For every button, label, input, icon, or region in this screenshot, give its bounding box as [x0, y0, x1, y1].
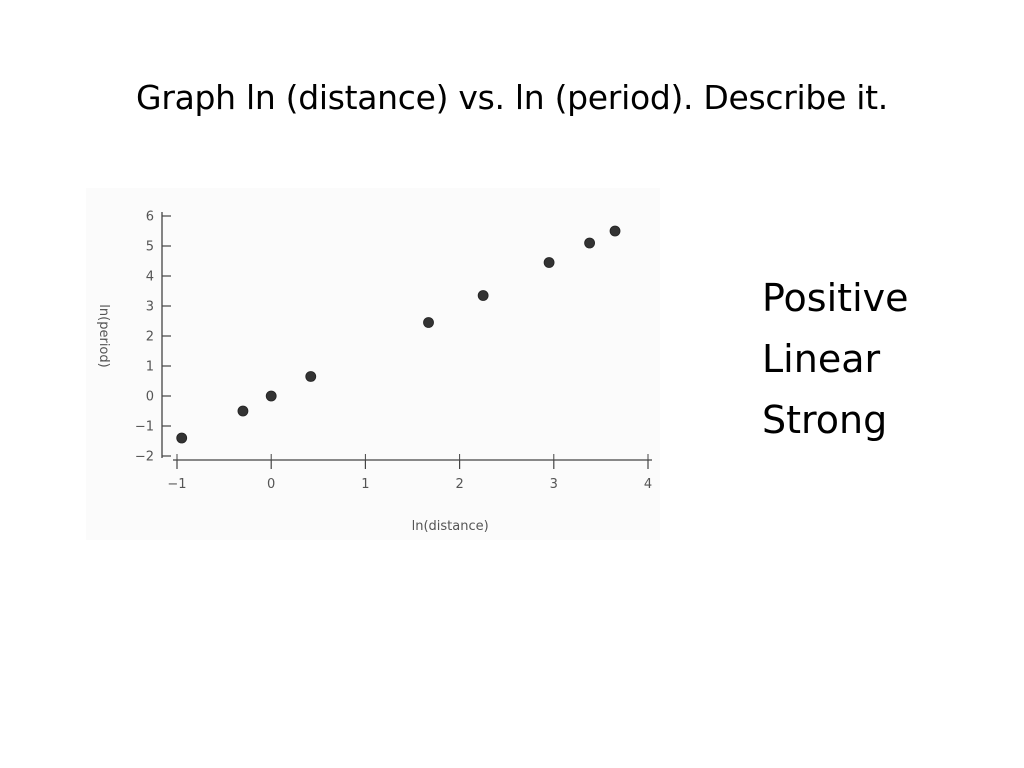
description-linear: Linear: [762, 337, 881, 381]
data-point-0-8: [609, 225, 621, 237]
scatter-chart: −2 −1 0 1 2 3 4 5 6 −1 0 1 2 3 4 ln(distance) ln(period): [86, 188, 660, 540]
x-tick-label-2: 1: [361, 477, 369, 492]
x-tick-label-4: 3: [550, 477, 558, 492]
data-point-0-7: [584, 237, 595, 249]
x-axis-title: ln(distance): [412, 519, 489, 534]
description-list: Positive Linear Strong: [762, 268, 1002, 451]
description-strong: Strong: [762, 398, 888, 442]
x-tick-label-0: −1: [167, 477, 186, 492]
data-point-0-0: [176, 432, 188, 444]
data-point-0-2: [265, 390, 277, 402]
data-point-0-6: [543, 257, 555, 268]
y-tick-label-6: 4: [146, 270, 154, 285]
y-tick-label-0: −2: [135, 450, 154, 465]
y-axis-title: ln(period): [96, 304, 111, 367]
y-tick-label-3: 1: [146, 360, 154, 375]
data-point-0-3: [305, 371, 317, 382]
y-tick-label-8: 6: [146, 210, 154, 225]
x-tick-label-5: 4: [644, 477, 652, 492]
slide-title: Graph ln (distance) vs. ln (period). Des…: [136, 78, 888, 117]
data-point-0-1: [237, 405, 249, 417]
data-point-0-4: [423, 317, 434, 328]
description-positive: Positive: [762, 276, 909, 320]
x-tick-label-1: 0: [267, 477, 275, 492]
y-tick-label-5: 3: [146, 300, 154, 315]
data-point-0-5: [477, 290, 489, 301]
y-tick-label-7: 5: [146, 240, 154, 255]
y-tick-label-2: 0: [146, 390, 154, 405]
x-tick-label-3: 2: [455, 477, 463, 492]
scatter-plot-svg: −2 −1 0 1 2 3 4 5 6 −1 0 1 2 3 4 ln(distance) ln(period): [96, 210, 652, 535]
y-tick-label-1: −1: [135, 420, 154, 435]
y-tick-label-4: 2: [146, 330, 154, 345]
